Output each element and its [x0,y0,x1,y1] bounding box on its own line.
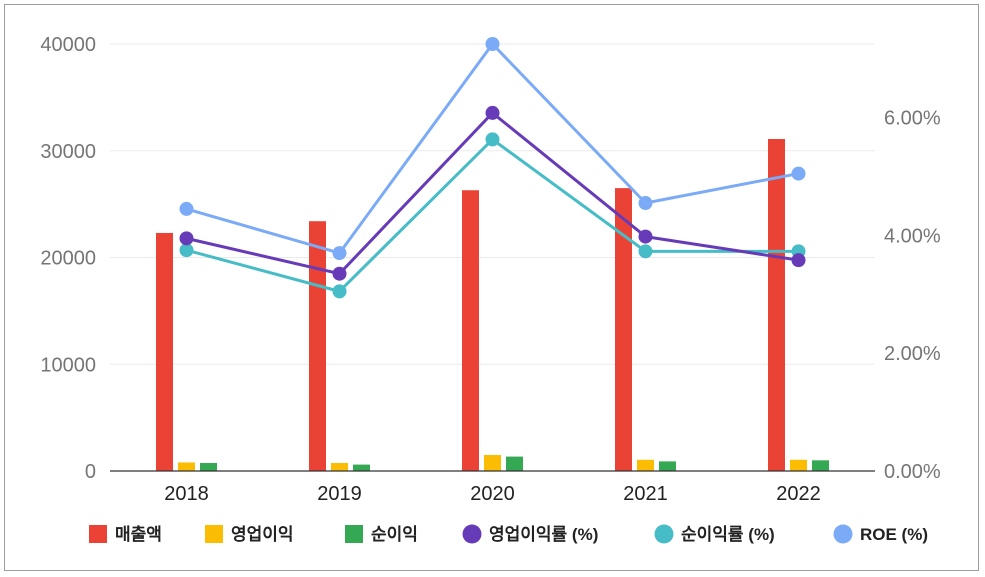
legend-label: 순이익 [371,525,418,544]
line-point [638,244,653,259]
bar [812,460,829,471]
line-point [485,132,500,147]
gridlines [110,43,875,365]
bars [156,139,829,472]
left-y-axis: 0 10000 20000 30000 40000 [40,34,96,483]
series-line [186,137,799,293]
bar [659,461,676,471]
bar [790,459,807,471]
bar [331,462,348,471]
line-point [485,37,500,51]
bar [484,454,501,471]
legend-marker [833,524,853,544]
legend-label: 매출액 [115,525,162,544]
legend-swatch [345,525,363,543]
left-y-tick-label: 10000 [40,354,96,376]
left-y-tick-label: 20000 [40,248,96,270]
left-y-tick-label: 40000 [40,34,96,56]
line-point [332,284,347,299]
legend-swatch [205,525,223,543]
left-y-tick-label: 30000 [40,141,96,163]
series-line [186,42,799,255]
line-point [791,166,806,181]
legend-marker [654,524,674,544]
right-y-tick-label: 2.00% [884,343,941,365]
bar [462,190,479,471]
x-tick-label: 2021 [623,483,668,505]
right-y-axis: 0.00% 2.00% 4.00% 6.00% [884,108,941,483]
line-point [791,253,806,268]
line-point [332,266,347,281]
legend-label: 영업이익률 (%) [489,525,598,544]
x-tick-label: 2018 [164,483,209,505]
right-y-tick-label: 4.00% [884,225,941,247]
legend-marker [462,524,482,544]
bar [353,464,370,471]
bar [200,462,217,471]
left-y-tick-label: 0 [85,461,96,483]
line-point [179,231,194,246]
right-y-tick-label: 0.00% [884,461,941,483]
x-tick-label: 2022 [776,483,821,505]
lines [179,37,806,299]
line-point [332,246,347,261]
line-point [638,196,653,211]
line-point [179,201,194,216]
x-tick-label: 2020 [470,483,515,505]
bar [506,456,523,471]
legend-label: ROE (%) [860,525,928,544]
line-point [485,105,500,120]
bar [156,232,173,471]
bar [637,459,654,471]
bar [178,462,195,471]
line-point [638,229,653,244]
x-axis: 2018 2019 2020 2021 2022 [164,483,821,505]
bar [768,139,785,471]
x-tick-label: 2019 [317,483,362,505]
legend-label: 순이익률 (%) [681,525,775,544]
bar [615,188,632,472]
legend-swatch [89,525,107,543]
line-point [179,243,194,258]
bar [309,221,326,471]
legend: 매출액 영업이익 순이익 영업이익률 (%) 순이익률 (%) ROE (%) [89,524,928,544]
legend-label: 영업이익 [231,525,294,544]
right-y-tick-label: 6.00% [884,108,941,130]
